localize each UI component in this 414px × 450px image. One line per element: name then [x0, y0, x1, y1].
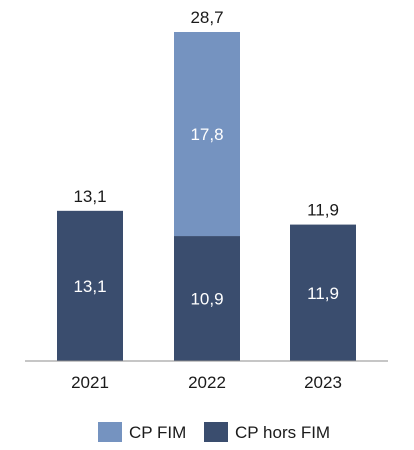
bars-group [57, 32, 356, 361]
bar-2021-cp-hors-fim [57, 210, 123, 361]
total-label-2021: 13,1 [73, 187, 106, 206]
data-label-2022-cp-fim: 17,8 [190, 125, 223, 144]
legend-swatch-cp-hors-fim [204, 422, 228, 442]
bar-2022-cp-hors-fim [174, 236, 240, 361]
x-ticks-group: 2021 2022 2023 [71, 373, 342, 392]
legend-label-cp-hors-fim: CP hors FIM [235, 423, 330, 442]
x-tick-label-2021: 2021 [71, 373, 109, 392]
total-label-2022: 28,7 [190, 8, 223, 27]
total-label-2023: 11,9 [307, 201, 339, 220]
legend-swatch-cp-fim [98, 422, 122, 442]
data-label-2023-cp-hors-fim: 11,9 [307, 284, 339, 303]
bar-2022-cp-fim [174, 32, 240, 237]
legend-label-cp-fim: CP FIM [129, 423, 186, 442]
labels-group: 13,1 13,1 10,9 17,8 28,7 11,9 11,9 [73, 8, 338, 309]
legend: CP FIM CP hors FIM [98, 422, 330, 442]
x-tick-label-2022: 2022 [188, 373, 226, 392]
x-tick-label-2023: 2023 [304, 373, 342, 392]
data-label-2021-cp-hors-fim: 13,1 [73, 277, 106, 296]
bar-2023-cp-hors-fim [290, 224, 356, 361]
data-label-2022-cp-hors-fim: 10,9 [190, 290, 223, 309]
